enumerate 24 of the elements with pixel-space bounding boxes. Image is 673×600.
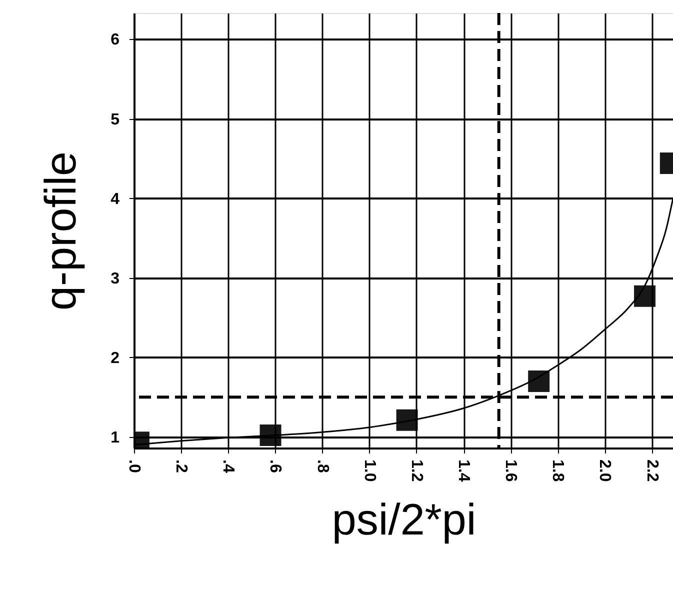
point xyxy=(260,424,282,446)
x-tick-label: 2.2 xyxy=(643,460,660,482)
y-tick-label: 6 xyxy=(110,32,120,49)
x-tick-label: 2.0 xyxy=(596,460,614,482)
y-tick-label: 4 xyxy=(110,190,120,208)
x-tick-label: 1.6 xyxy=(502,460,520,482)
x-tick-label: 1.8 xyxy=(549,460,566,482)
x-tick-label: .2 xyxy=(172,460,190,473)
x-tick-label: .6 xyxy=(266,460,284,473)
point xyxy=(634,285,656,307)
y-tick-label: 2 xyxy=(110,350,120,367)
x-axis-title: psi/2*pi xyxy=(332,496,476,545)
x-tick-label: .0 xyxy=(126,460,142,473)
point xyxy=(528,370,550,392)
x-tick-label: 1.0 xyxy=(360,460,378,482)
y-tick-label: 1 xyxy=(110,429,120,446)
x-tick-label: 1.2 xyxy=(408,460,425,482)
x-tick-label: .4 xyxy=(220,460,237,473)
x-tick-label: .8 xyxy=(314,460,331,473)
y-tick-label: 5 xyxy=(110,111,120,128)
y-tick-label: 3 xyxy=(110,270,120,288)
x-tick-label: 1.4 xyxy=(455,460,472,482)
y-axis-title: q-profile xyxy=(36,152,86,310)
point xyxy=(396,409,418,431)
